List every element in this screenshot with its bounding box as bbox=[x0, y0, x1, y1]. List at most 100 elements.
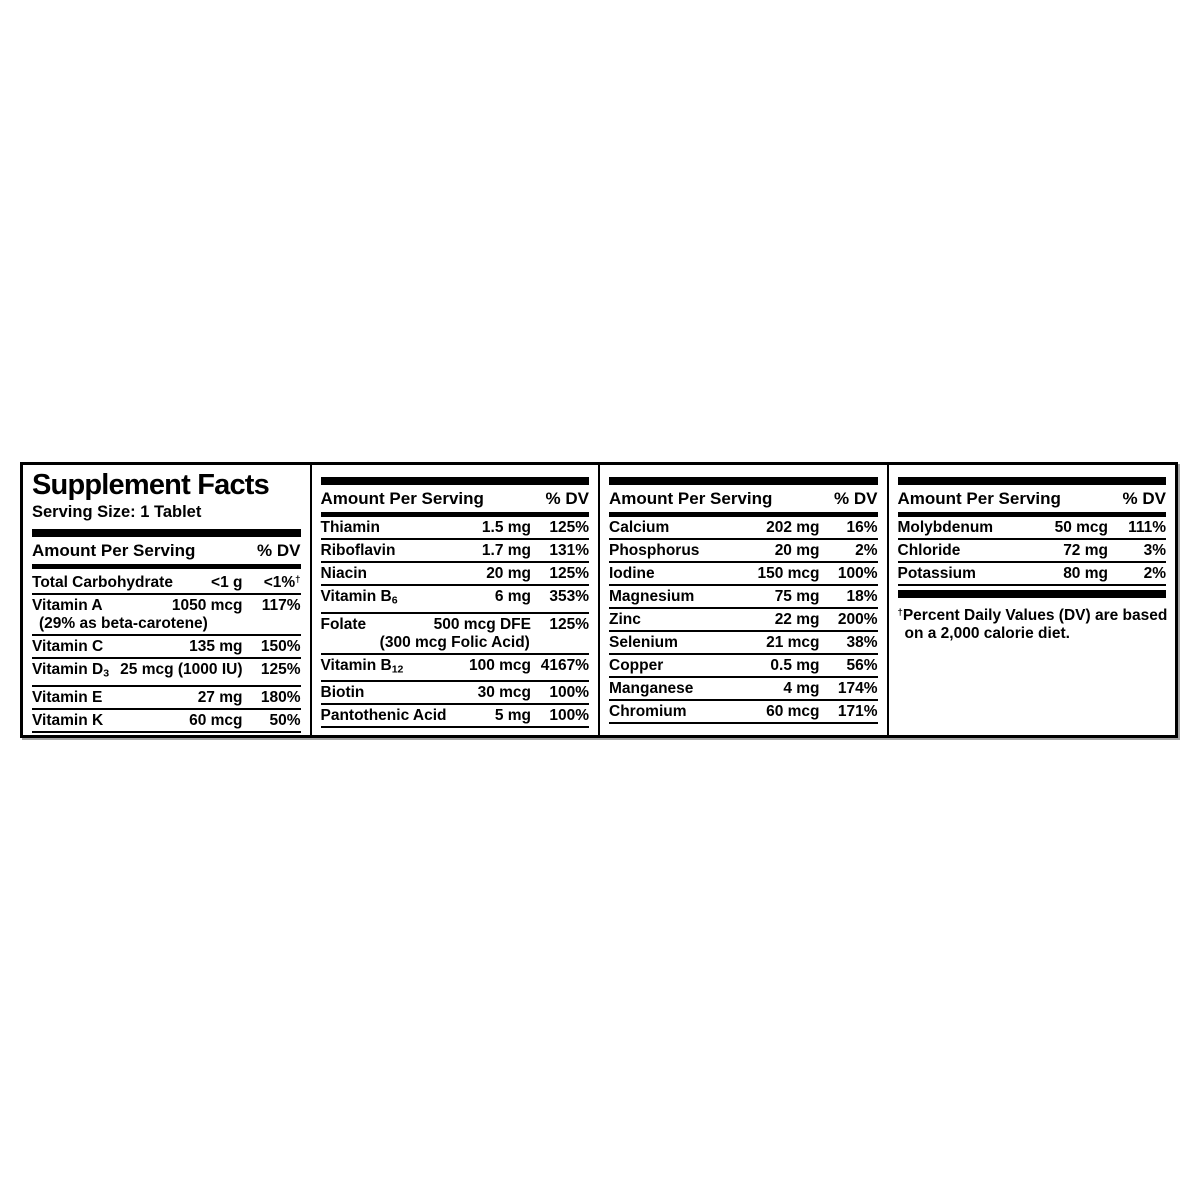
nutrient-name: Chromium bbox=[609, 703, 687, 720]
amount-per-serving-header: Amount Per Serving bbox=[32, 541, 196, 561]
table-row: Zinc 22 mg 200% bbox=[609, 609, 878, 632]
table-row: Vitamin B12 100 mcg 4167% bbox=[320, 655, 589, 683]
nutrient-dv: 125% bbox=[260, 661, 301, 679]
facts-column-2: Amount Per Serving % DV Thiamin 1.5 mg 1… bbox=[309, 465, 599, 735]
nutrient-name: Folate bbox=[320, 615, 367, 633]
table-row: Folate 500 mcg DFE 125% (300 mcg Folic A… bbox=[320, 614, 589, 655]
table-row: Vitamin E 27 mg 180% bbox=[32, 687, 301, 710]
nutrient-dv: 2% bbox=[1143, 565, 1166, 582]
nutrient-rows: Thiamin 1.5 mg 125% Riboflavin 1.7 mg 13… bbox=[320, 517, 589, 729]
nutrient-amount: 500 mcg DFE bbox=[433, 615, 531, 633]
nutrient-dv: 4167% bbox=[540, 656, 589, 674]
nutrient-dv: 100% bbox=[549, 684, 589, 702]
nutrient-name: Manganese bbox=[609, 680, 694, 697]
nutrient-amount: 25 mcg (1000 IU) bbox=[120, 661, 243, 679]
nutrient-note: (300 mcg Folic Acid) bbox=[379, 633, 530, 651]
nutrient-amount: 5 mg bbox=[494, 707, 531, 725]
nutrient-amount: 60 mcg bbox=[189, 711, 243, 729]
nutrient-dv: 353% bbox=[549, 588, 589, 605]
nutrient-name: Pantothenic Acid bbox=[320, 707, 447, 725]
nutrient-amount: 80 mg bbox=[1063, 565, 1108, 582]
amount-per-serving-header: Amount Per Serving bbox=[609, 489, 773, 508]
nutrient-dv: 125% bbox=[549, 519, 589, 536]
nutrient-amount: 100 mcg bbox=[468, 656, 531, 674]
amount-per-serving-header: Amount Per Serving bbox=[320, 489, 484, 508]
nutrient-name: Zinc bbox=[609, 611, 641, 628]
table-row: Iodine 150 mcg 100% bbox=[609, 563, 878, 586]
table-row: Thiamin 1.5 mg 125% bbox=[320, 517, 589, 540]
table-row: Phosphorus 20 mg 2% bbox=[609, 540, 878, 563]
table-row: Total Carbohydrate <1 g <1%† bbox=[32, 569, 301, 596]
nutrient-dv: 3% bbox=[1143, 542, 1166, 559]
amount-per-serving-header: Amount Per Serving bbox=[897, 489, 1061, 508]
nutrient-name: Biotin bbox=[320, 684, 365, 702]
nutrient-amount: 20 mg bbox=[486, 565, 531, 582]
nutrient-dv: 180% bbox=[260, 688, 301, 706]
nutrient-amount: 135 mg bbox=[189, 638, 243, 656]
nutrient-dv: 111% bbox=[1128, 519, 1166, 536]
dagger-symbol: † bbox=[897, 607, 903, 618]
table-row: Chromium 60 mcg 171% bbox=[609, 701, 878, 724]
table-row: Calcium 202 mg 16% bbox=[609, 517, 878, 540]
table-row: Vitamin D3 25 mcg (1000 IU) 125% bbox=[32, 659, 301, 687]
nutrient-name: Chloride bbox=[897, 542, 961, 559]
table-row: Copper 0.5 mg 56% bbox=[609, 655, 878, 678]
nutrient-name: Vitamin D3 bbox=[32, 661, 110, 680]
nutrient-amount: 6 mg bbox=[494, 588, 531, 605]
table-row: Magnesium 75 mg 18% bbox=[609, 586, 878, 609]
nutrient-name: Vitamin E bbox=[32, 688, 103, 706]
footnote-line-2: on a 2,000 calorie diet. bbox=[904, 624, 1070, 642]
nutrient-dv: 125% bbox=[549, 615, 589, 633]
nutrient-amount: 20 mg bbox=[774, 542, 820, 559]
table-row: Molybdenum 50 mcg 111% bbox=[897, 517, 1166, 540]
table-row: Vitamin K 60 mcg 50% bbox=[32, 710, 301, 733]
table-row: Vitamin B6 6 mg 353% bbox=[320, 586, 589, 614]
nutrient-rows: Molybdenum 50 mcg 111% Chloride 72 mg 3%… bbox=[897, 517, 1166, 586]
divider-bar-medium bbox=[609, 512, 878, 517]
percent-dv-header: % DV bbox=[257, 541, 301, 561]
nutrient-name: Vitamin A bbox=[32, 597, 103, 615]
table-row: Selenium 21 mcg 38% bbox=[609, 632, 878, 655]
nutrient-dv: 18% bbox=[846, 588, 878, 605]
facts-column-3: Amount Per Serving % DV Calcium 202 mg 1… bbox=[598, 465, 887, 735]
nutrient-name: Vitamin K bbox=[32, 711, 104, 729]
divider-bar-thick bbox=[32, 529, 301, 538]
nutrient-amount: 0.5 mg bbox=[770, 657, 820, 674]
nutrient-amount: 1050 mcg bbox=[171, 597, 243, 615]
nutrient-name: Potassium bbox=[897, 565, 976, 582]
divider-bar-medium bbox=[320, 512, 589, 517]
nutrient-name: Magnesium bbox=[609, 588, 695, 605]
nutrient-name: Calcium bbox=[609, 519, 670, 536]
nutrient-dv: 2% bbox=[855, 542, 878, 559]
nutrient-dv: 174% bbox=[837, 680, 878, 697]
nutrient-amount: 60 mcg bbox=[766, 703, 820, 720]
daily-value-footnote: †Percent Daily Values (DV) are based on … bbox=[897, 598, 1168, 643]
facts-column-1: Supplement Facts Serving Size: 1 Tablet … bbox=[23, 465, 310, 735]
nutrient-rows: Total Carbohydrate <1 g <1%† Vitamin A 1… bbox=[32, 569, 301, 733]
nutrient-name: Thiamin bbox=[320, 519, 380, 536]
nutrient-amount: 1.7 mg bbox=[481, 542, 531, 559]
column-header: Amount Per Serving % DV bbox=[898, 485, 1167, 512]
footnote-line-1: †Percent Daily Values (DV) are based bbox=[897, 606, 1168, 624]
table-row: Niacin 20 mg 125% bbox=[320, 563, 589, 586]
nutrient-dv: 117% bbox=[261, 597, 301, 615]
nutrient-name: Copper bbox=[609, 657, 664, 674]
label-title: Supplement Facts bbox=[32, 469, 270, 501]
nutrient-name: Vitamin B6 bbox=[320, 588, 398, 607]
table-row: Manganese 4 mg 174% bbox=[609, 678, 878, 701]
table-row: Riboflavin 1.7 mg 131% bbox=[320, 540, 589, 563]
nutrient-amount: 30 mcg bbox=[477, 684, 531, 702]
column-header: Amount Per Serving % DV bbox=[321, 485, 590, 512]
column-header: Amount Per Serving % DV bbox=[609, 485, 878, 512]
nutrient-name: Niacin bbox=[320, 565, 368, 582]
nutrient-dv: 150% bbox=[260, 638, 301, 656]
nutrient-name: Iodine bbox=[609, 565, 655, 582]
nutrient-dv: 131% bbox=[549, 542, 589, 559]
table-row: Vitamin A 1050 mcg 117% (29% as beta-car… bbox=[32, 595, 301, 637]
facts-column-4: Amount Per Serving % DV Molybdenum 50 mc… bbox=[886, 465, 1176, 735]
nutrient-amount: 27 mg bbox=[197, 688, 243, 706]
nutrient-amount: 72 mg bbox=[1063, 542, 1108, 559]
divider-bar-thick bbox=[897, 477, 1166, 485]
nutrient-dv: 171% bbox=[837, 703, 878, 720]
table-row: Pantothenic Acid 5 mg 100% bbox=[320, 705, 589, 729]
